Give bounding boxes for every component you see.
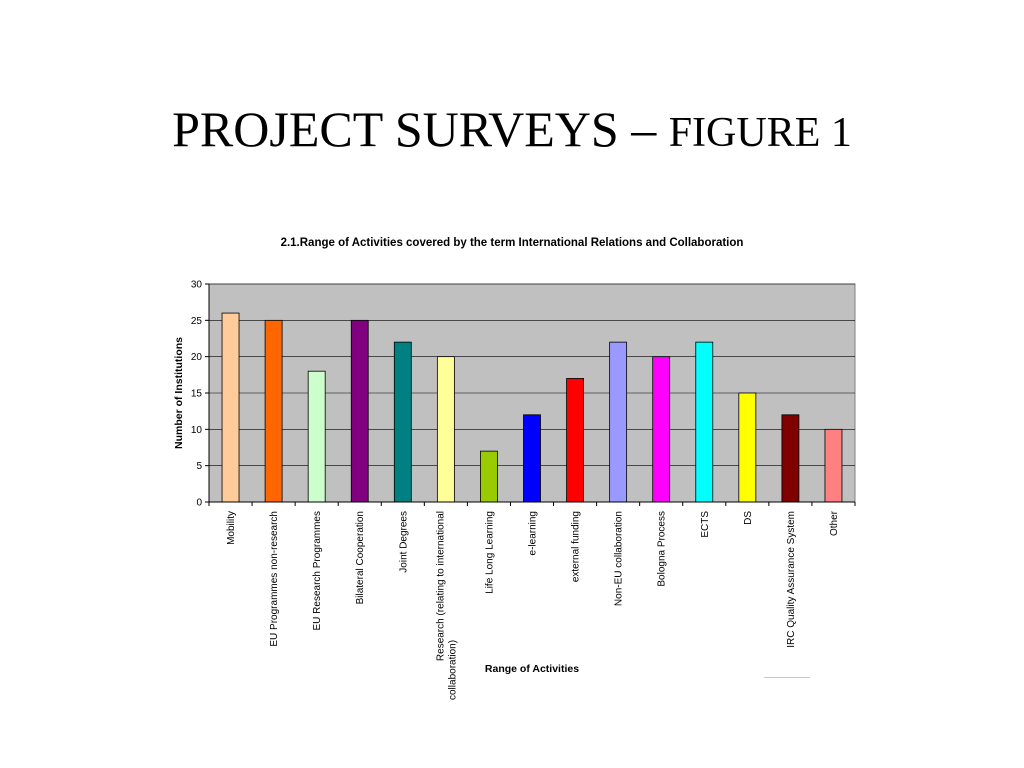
bar-0 [221, 312, 240, 503]
slide-title-sub: FIGURE 1 [668, 110, 852, 156]
x-axis-title: Range of Activities [485, 663, 579, 675]
x-tick-label: EU Research Programmes [312, 511, 323, 630]
bar-14 [824, 428, 843, 503]
bar-3 [350, 319, 369, 503]
bar-13 [781, 414, 800, 503]
bar-1 [264, 319, 283, 503]
bar-8 [566, 378, 584, 503]
bar-12 [738, 392, 757, 503]
y-tick-label: 10 [191, 425, 203, 436]
bar-2 [307, 370, 326, 503]
y-tick-label: 25 [191, 316, 203, 327]
slide-title: PROJECT SURVEYS – FIGURE 1 [0, 100, 1024, 158]
y-tick-label: 0 [196, 498, 202, 509]
x-tick-label: e-learning [528, 511, 539, 555]
bar-6 [480, 450, 498, 503]
x-tick-label: Joint Degrees [398, 511, 409, 573]
x-tick-label: ECTS [700, 511, 711, 538]
y-tick-label: 30 [191, 280, 203, 291]
bar-5 [436, 356, 455, 503]
bars [221, 312, 843, 503]
bar-11 [695, 341, 714, 503]
slide-title-main: PROJECT SURVEYS – [172, 101, 669, 157]
divider-line [764, 677, 810, 678]
x-tick-label: Research (relating to internationalcolla… [435, 511, 458, 700]
bar-9 [609, 341, 628, 503]
bar-7 [523, 414, 541, 503]
x-tick-label: EU Programmes non-research [269, 511, 280, 647]
bar-4 [393, 341, 412, 503]
bar-10 [652, 356, 671, 503]
x-tick-label: IRC Quality Assurance System [786, 511, 797, 648]
x-tick-label: Mobility [226, 511, 237, 545]
y-axis-ticks: 0 5 10 15 20 25 30 [191, 280, 209, 509]
x-tick-label: Bilateral Cooperation [355, 511, 366, 604]
x-axis-ticks: Mobility EU Programmes non-research EU Res… [208, 502, 856, 700]
x-tick-label: Bologna Process [657, 511, 668, 587]
x-tick-label: Other [829, 510, 840, 536]
x-tick-label: external funding [571, 511, 582, 582]
y-axis-title: Number of Institutions [173, 337, 185, 449]
x-tick-label: Non-EU collaboration [614, 511, 625, 606]
y-tick-label: 15 [191, 389, 203, 400]
y-tick-label: 5 [196, 461, 202, 472]
x-tick-label: Life Long Learning [484, 511, 495, 594]
x-tick-label: DS [743, 511, 754, 525]
y-tick-label: 20 [191, 352, 203, 363]
chart-title: 2.1.Range of Activities covered by the t… [280, 237, 744, 249]
